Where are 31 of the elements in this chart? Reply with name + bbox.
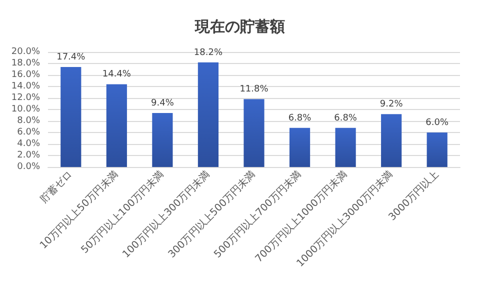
y-tick-label: 6.0% <box>17 128 40 138</box>
y-tick-label: 2.0% <box>17 150 40 160</box>
bar <box>198 62 219 167</box>
bar <box>106 84 127 167</box>
data-label: 17.4% <box>56 52 86 62</box>
y-tick-label: 4.0% <box>17 139 40 149</box>
bar <box>60 66 82 167</box>
data-label: 9.2% <box>380 100 404 110</box>
data-label: 11.8% <box>240 84 269 95</box>
y-tick-label: 12.0% <box>11 93 40 103</box>
bar <box>335 128 356 167</box>
x-tick-label: 貯蓄ゼロ <box>38 168 75 206</box>
data-label: 18.2% <box>194 48 223 58</box>
y-tick-label: 14.0% <box>11 82 40 92</box>
y-tick-label: 10.0% <box>11 104 40 114</box>
bar <box>426 132 448 167</box>
y-tick-label: 20.0% <box>11 47 40 57</box>
y-tick-label: 0.0% <box>17 162 40 172</box>
bar <box>152 112 173 167</box>
bar <box>244 99 264 167</box>
data-label: 9.4% <box>151 98 174 108</box>
y-tick-label: 8.0% <box>17 116 40 126</box>
data-label: 6.8% <box>334 113 358 124</box>
bar <box>289 128 310 167</box>
data-label: 6.0% <box>426 118 449 128</box>
y-tick-label: 18.0% <box>11 58 40 68</box>
chart-title: 現在の貯蓄額 <box>194 18 285 36</box>
data-label: 6.8% <box>288 113 312 124</box>
bar <box>381 114 402 167</box>
data-label: 14.4% <box>102 70 132 80</box>
y-tick-label: 16.0% <box>11 70 40 80</box>
